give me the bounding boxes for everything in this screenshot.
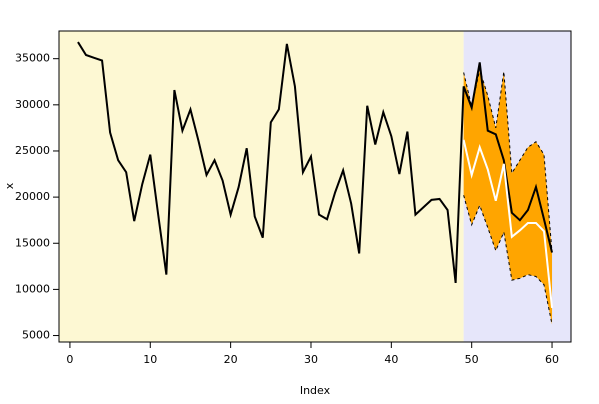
x-tick-label: 10 [143,353,157,366]
history-background [59,31,464,342]
x-tick-label: 20 [224,353,238,366]
x-axis-label: Index [300,384,331,397]
series-line [77,41,554,284]
y-tick-label: 35000 [15,52,50,65]
x-tick-label: 30 [304,353,318,366]
x-tick-label: 40 [384,353,398,366]
series-line [463,195,553,325]
y-tick-label: 10000 [15,282,50,295]
y-axis-label: x [3,182,16,189]
y-tick-label: 25000 [15,144,50,157]
x-tick-label: 50 [465,353,479,366]
series-line [463,67,553,253]
series-line [462,139,554,308]
x-tick-label: 0 [66,353,73,366]
x-tick-label: 60 [545,353,559,366]
y-tick-label: 15000 [15,236,50,249]
y-tick-label: 5000 [22,329,50,342]
y-tick-label: 20000 [15,190,50,203]
y-tick-label: 30000 [15,98,50,111]
